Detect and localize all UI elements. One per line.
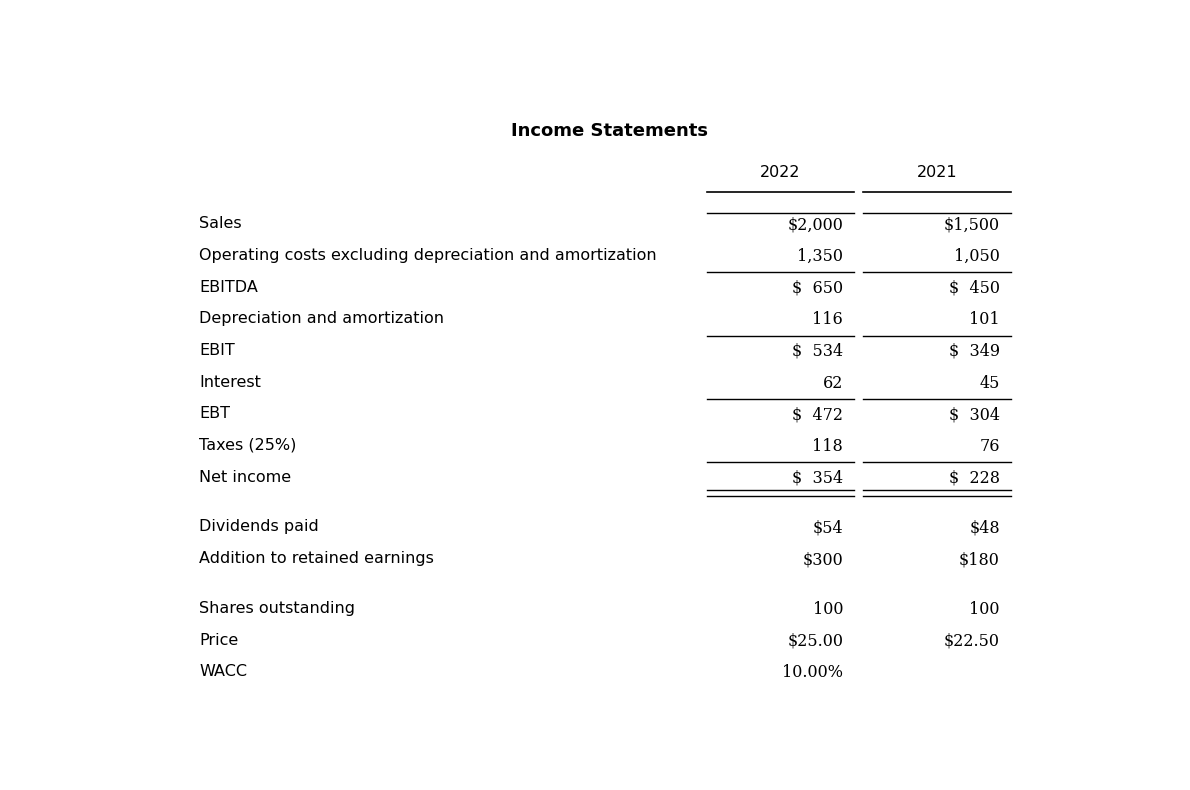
Text: EBT: EBT — [200, 406, 231, 421]
Text: $180: $180 — [959, 551, 1000, 568]
Text: 62: 62 — [822, 374, 844, 392]
Text: $  450: $ 450 — [948, 280, 1000, 297]
Text: 76: 76 — [979, 438, 1000, 455]
Text: 1,050: 1,050 — [954, 248, 1000, 265]
Text: $  472: $ 472 — [793, 406, 844, 423]
Text: Addition to retained earnings: Addition to retained earnings — [200, 551, 434, 566]
Text: $1,500: $1,500 — [944, 216, 1000, 234]
Text: $300: $300 — [802, 551, 844, 568]
Text: Shares outstanding: Shares outstanding — [200, 601, 356, 616]
Text: 101: 101 — [970, 311, 1000, 329]
Text: $  650: $ 650 — [793, 280, 844, 297]
Text: Interest: Interest — [200, 374, 262, 389]
Text: $  349: $ 349 — [948, 343, 1000, 360]
Text: Taxes (25%): Taxes (25%) — [200, 438, 296, 453]
Text: EBITDA: EBITDA — [200, 280, 258, 295]
Text: $25.00: $25.00 — [788, 633, 844, 649]
Text: Price: Price — [200, 633, 239, 648]
Text: $48: $48 — [970, 519, 1000, 536]
Text: Depreciation and amortization: Depreciation and amortization — [200, 311, 445, 326]
Text: Income Statements: Income Statements — [512, 122, 708, 140]
Text: Net income: Net income — [200, 469, 292, 484]
Text: 100: 100 — [813, 601, 844, 618]
Text: $  304: $ 304 — [948, 406, 1000, 423]
Text: 45: 45 — [979, 374, 1000, 392]
Text: 2021: 2021 — [917, 165, 958, 180]
Text: EBIT: EBIT — [200, 343, 236, 358]
Text: 2022: 2022 — [760, 165, 801, 180]
Text: Sales: Sales — [200, 216, 242, 231]
Text: WACC: WACC — [200, 664, 248, 679]
Text: $  534: $ 534 — [793, 343, 844, 360]
Text: $22.50: $22.50 — [944, 633, 1000, 649]
Text: 10.00%: 10.00% — [782, 664, 844, 681]
Text: 118: 118 — [813, 438, 844, 455]
Text: Dividends paid: Dividends paid — [200, 519, 319, 534]
Text: 116: 116 — [813, 311, 844, 329]
Text: Operating costs excluding depreciation and amortization: Operating costs excluding depreciation a… — [200, 248, 657, 263]
Text: $2,000: $2,000 — [788, 216, 844, 234]
Text: 1,350: 1,350 — [797, 248, 844, 265]
Text: $54: $54 — [813, 519, 844, 536]
Text: $  354: $ 354 — [793, 469, 844, 487]
Text: 100: 100 — [970, 601, 1000, 618]
Text: $  228: $ 228 — [948, 469, 1000, 487]
